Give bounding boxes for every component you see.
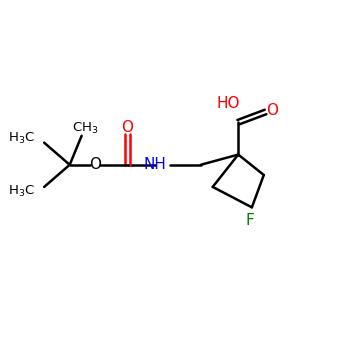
Text: F: F bbox=[246, 213, 254, 228]
Text: H$_3$C: H$_3$C bbox=[8, 131, 35, 146]
Text: H$_3$C: H$_3$C bbox=[8, 184, 35, 199]
Text: O: O bbox=[121, 120, 134, 135]
Text: HO: HO bbox=[216, 96, 240, 111]
Text: O: O bbox=[266, 103, 278, 118]
Text: CH$_3$: CH$_3$ bbox=[72, 121, 99, 136]
Text: NH: NH bbox=[143, 157, 166, 172]
Text: O: O bbox=[89, 157, 101, 172]
